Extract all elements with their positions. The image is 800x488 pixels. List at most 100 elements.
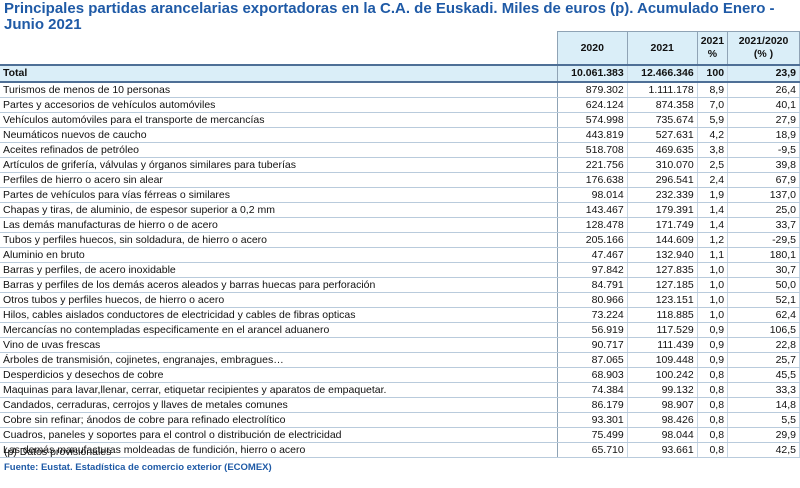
row-value-2021: 117.529 <box>627 322 698 338</box>
row-change: 106,5 <box>727 322 800 338</box>
row-value-2020: 93.301 <box>557 412 628 428</box>
table-row: Hilos, cables aislados conductores de el… <box>0 307 800 323</box>
row-share: 0,9 <box>697 337 729 353</box>
table-row: Aluminio en bruto 47.467 132.940 1,1 180,1 <box>0 247 800 263</box>
row-label: Chapas y tiras, de aluminio, de espesor … <box>0 202 558 218</box>
table-row: Otros tubos y perfiles huecos, de hierro… <box>0 292 800 308</box>
source-note: Fuente: Eustat. Estadística de comercio … <box>4 462 272 473</box>
row-value-2021: 111.439 <box>627 337 698 353</box>
row-value-2021: 144.609 <box>627 232 698 248</box>
row-share: 1,0 <box>697 292 729 308</box>
row-value-2021: 874.358 <box>627 97 698 113</box>
row-value-2021: 469.635 <box>627 142 698 158</box>
header-change-ratio: 2021/2020 <box>738 35 789 47</box>
row-share: 1,4 <box>697 202 729 218</box>
row-label: Mercancías no contempladas especificamen… <box>0 322 558 338</box>
header-share-symbol: % <box>707 48 718 60</box>
row-value-2021: 232.339 <box>627 187 698 203</box>
row-share: 3,8 <box>697 142 729 158</box>
table-row: Neumáticos nuevos de caucho 443.819 527.63… <box>0 127 800 143</box>
table-row: Barras y perfiles de los demás aceros al… <box>0 277 800 293</box>
row-change: 25,0 <box>727 202 800 218</box>
row-change: 42,5 <box>727 442 800 458</box>
table-row: Árboles de transmisión, cojinetes, engra… <box>0 352 800 368</box>
header-share: 2021% <box>696 31 729 66</box>
row-change: 30,7 <box>727 262 800 278</box>
row-change: 67,9 <box>727 172 800 188</box>
row-share: 0,8 <box>697 442 729 458</box>
table-row: Barras y perfiles, de acero inoxidable 97… <box>0 262 800 278</box>
row-value-2020: 74.384 <box>557 382 628 398</box>
row-value-2020: 80.966 <box>557 292 628 308</box>
total-share: 100 <box>697 65 729 83</box>
row-label: Vino de uvas frescas <box>0 337 558 353</box>
row-share: 0,9 <box>697 352 729 368</box>
table-row: Mercancías no contempladas especificamen… <box>0 322 800 338</box>
row-label: Artículos de grifería, válvulas y órgano… <box>0 157 558 173</box>
row-value-2020: 176.638 <box>557 172 628 188</box>
row-value-2021: 171.749 <box>627 217 698 233</box>
total-row: Total 10.061.383 12.466.346 100 23,9 <box>0 65 800 83</box>
row-change: 5,5 <box>727 412 800 428</box>
table-row: Chapas y tiras, de aluminio, de espesor … <box>0 202 800 218</box>
row-value-2021: 127.185 <box>627 277 698 293</box>
row-value-2021: 98.044 <box>627 427 698 443</box>
exports-table: 2020 2021 2021% 2021/2020 (% ) Total 10.0… <box>0 31 800 458</box>
row-label: Partes de vehículos para vías férreas o … <box>0 187 558 203</box>
row-label: Aceites refinados de petróleo <box>0 142 558 158</box>
header-change-unit: (% ) <box>753 48 774 60</box>
table-row: Vehículos automóviles para el transporte… <box>0 112 800 128</box>
table-row: Perfiles de hierro o acero sin alear 176.… <box>0 172 800 188</box>
row-label: Candados, cerraduras, cerrojos y llaves … <box>0 397 558 413</box>
row-value-2021: 296.541 <box>627 172 698 188</box>
row-change: 40,1 <box>727 97 800 113</box>
row-share: 0,8 <box>697 427 729 443</box>
row-change: 180,1 <box>727 247 800 263</box>
row-change: 50,0 <box>727 277 800 293</box>
row-label: Desperdicios y desechos de cobre <box>0 367 558 383</box>
table-row: Turismos de menos de 10 personas 879.302 1… <box>0 82 800 98</box>
row-value-2020: 68.903 <box>557 367 628 383</box>
row-value-2020: 90.717 <box>557 337 628 353</box>
row-change: 33,3 <box>727 382 800 398</box>
row-share: 1,4 <box>697 217 729 233</box>
row-change: -29,5 <box>727 232 800 248</box>
row-value-2020: 75.499 <box>557 427 628 443</box>
row-value-2020: 87.065 <box>557 352 628 368</box>
row-change: 18,9 <box>727 127 800 143</box>
row-value-2020: 624.124 <box>557 97 628 113</box>
row-share: 4,2 <box>697 127 729 143</box>
table-row: Aceites refinados de petróleo 518.708 469.… <box>0 142 800 158</box>
row-change: 14,8 <box>727 397 800 413</box>
total-label: Total <box>0 65 558 83</box>
header-change: 2021/2020 (% ) <box>727 31 800 66</box>
row-change: 45,5 <box>727 367 800 383</box>
row-value-2020: 98.014 <box>557 187 628 203</box>
row-value-2021: 118.885 <box>627 307 698 323</box>
row-label: Cuadros, paneles y soportes para el cont… <box>0 427 558 443</box>
row-value-2021: 109.448 <box>627 352 698 368</box>
header-share-year: 2021 <box>700 35 725 47</box>
table-row: Artículos de grifería, válvulas y órgano… <box>0 157 800 173</box>
row-share: 0,8 <box>697 397 729 413</box>
row-label: Aluminio en bruto <box>0 247 558 263</box>
table-row: Maquinas para lavar,llenar, cerrar, etiq… <box>0 382 800 398</box>
row-value-2020: 205.166 <box>557 232 628 248</box>
row-share: 1,0 <box>697 307 729 323</box>
row-label: Árboles de transmisión, cojinetes, engra… <box>0 352 558 368</box>
row-label: Perfiles de hierro o acero sin alear <box>0 172 558 188</box>
row-value-2021: 735.674 <box>627 112 698 128</box>
row-value-2020: 56.919 <box>557 322 628 338</box>
table-row: Desperdicios y desechos de cobre 68.903 10… <box>0 367 800 383</box>
row-change: 39,8 <box>727 157 800 173</box>
row-share: 5,9 <box>697 112 729 128</box>
row-value-2020: 221.756 <box>557 157 628 173</box>
row-change: 52,1 <box>727 292 800 308</box>
header-2020: 2020 <box>556 31 628 66</box>
row-share: 1,1 <box>697 247 729 263</box>
row-value-2021: 99.132 <box>627 382 698 398</box>
row-value-2021: 310.070 <box>627 157 698 173</box>
table-row: Candados, cerraduras, cerrojos y llaves … <box>0 397 800 413</box>
total-2020: 10.061.383 <box>557 65 628 83</box>
table-row: Partes de vehículos para vías férreas o … <box>0 187 800 203</box>
